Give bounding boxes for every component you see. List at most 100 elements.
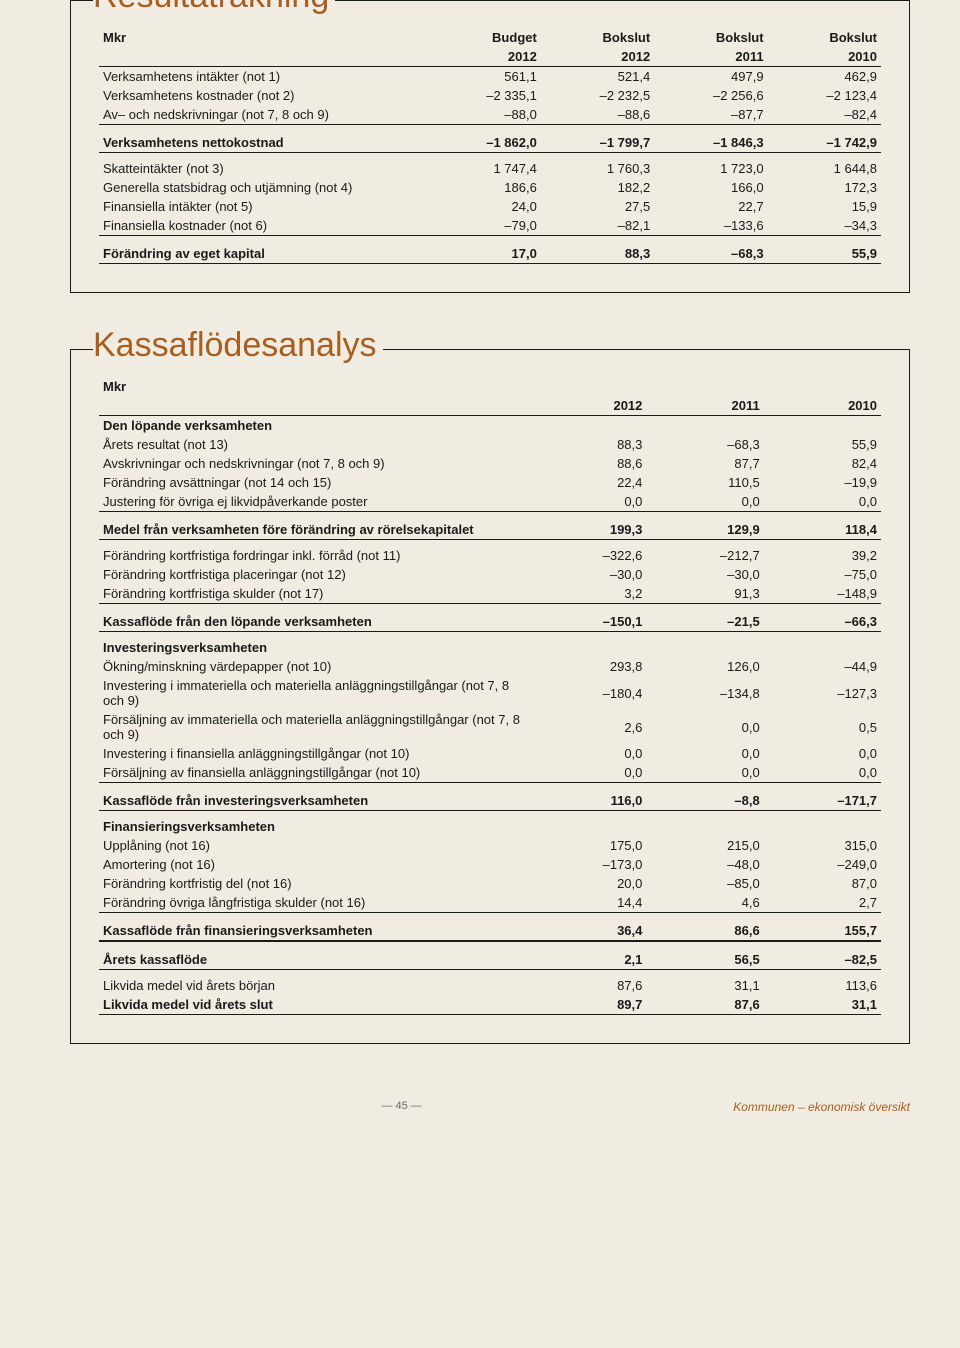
table-row: Förändring övriga långfristiga skulder (… [99,893,881,913]
row-label: Generella statsbidrag och utjämning (not… [99,178,427,197]
cell: 462,9 [768,67,881,86]
table-row: Justering för övriga ej likvidpåverkande… [99,492,881,512]
col-year: 2010 [768,47,881,67]
kassa-section: Kassaflödesanalys Mkr 2012 2011 2010 Den… [70,349,910,1044]
cell: –79,0 [427,216,540,236]
cell: 497,9 [654,67,767,86]
cell: 91,3 [646,584,763,604]
cell: –34,3 [768,216,881,236]
row-label: Årets resultat (not 13) [99,435,529,454]
cell: 1 723,0 [654,159,767,178]
cell: 31,1 [646,976,763,995]
row-label: Kassaflöde från investeringsverksamheten [99,783,529,811]
resultat-section: Resultaträkning Mkr Budget Bokslut Boksl… [70,0,910,293]
row-label: Upplåning (not 16) [99,836,529,855]
cell: –8,8 [646,783,763,811]
row-label: Förändring kortfristig del (not 16) [99,874,529,893]
row-label: Försäljning av immateriella och materiel… [99,710,529,744]
row-label: Av– och nedskrivningar (not 7, 8 och 9) [99,105,427,125]
table-row: Investering i immateriella och materiell… [99,676,881,710]
cell: 17,0 [427,236,540,264]
cell: –2 232,5 [541,86,654,105]
table-row: Förändring avsättningar (not 14 och 15)2… [99,473,881,492]
row-label: Förändring kortfristiga placeringar (not… [99,565,529,584]
table-row: Medel från verksamheten före förändring … [99,512,881,540]
cell: 14,4 [529,893,646,913]
table-row: Finansiella kostnader (not 6)–79,0–82,1–… [99,216,881,236]
cell: 88,6 [529,454,646,473]
cell: 20,0 [529,874,646,893]
cell: 82,4 [764,454,881,473]
col-year: 2012 [541,47,654,67]
cell: –127,3 [764,676,881,710]
cell: –148,9 [764,584,881,604]
table-row: Av– och nedskrivningar (not 7, 8 och 9)–… [99,105,881,125]
row-label: Verksamhetens intäkter (not 1) [99,67,427,86]
row-label: Verksamhetens kostnader (not 2) [99,86,427,105]
row-label: Försäljning av finansiella anläggningsti… [99,763,529,783]
resultat-title: Resultaträkning [93,0,335,26]
cell: 3,2 [529,584,646,604]
cell: –82,1 [541,216,654,236]
cell: –133,6 [654,216,767,236]
cell: 116,0 [529,783,646,811]
row-label: Förändring övriga långfristiga skulder (… [99,893,529,913]
cell: –19,9 [764,473,881,492]
footer-section: Kommunen – ekonomisk översikt [733,1100,910,1114]
cell: –171,7 [764,783,881,811]
row-label: Skatteintäkter (not 3) [99,159,427,178]
row-label: Förändring kortfristiga fordringar inkl.… [99,546,529,565]
cell: –212,7 [646,546,763,565]
cell: 126,0 [646,657,763,676]
table-row: Upplåning (not 16)175,0215,0315,0 [99,836,881,855]
cell: 129,9 [646,512,763,540]
cell: 39,2 [764,546,881,565]
cell: 0,0 [646,763,763,783]
cell: 113,6 [764,976,881,995]
cell: 0,0 [764,763,881,783]
cell: –173,0 [529,855,646,874]
col-year: 2010 [764,396,881,416]
unit-label: Mkr [99,28,427,47]
cell: 87,7 [646,454,763,473]
table-row: Kassaflöde från den löpande verksamheten… [99,604,881,632]
cell: 87,6 [529,976,646,995]
row-label: Förändring av eget kapital [99,236,427,264]
table-row: Likvida medel vid årets slut89,787,631,1 [99,995,881,1015]
unit-label: Mkr [99,377,529,396]
cell: 4,6 [646,893,763,913]
cell: 1 760,3 [541,159,654,178]
col-year: 2011 [646,396,763,416]
table-row: Likvida medel vid årets början87,631,111… [99,976,881,995]
cell: 175,0 [529,836,646,855]
cell: 22,7 [654,197,767,216]
cell: 0,0 [764,492,881,512]
cell: 0,0 [646,492,763,512]
table-row: Verksamhetens kostnader (not 2)–2 335,1–… [99,86,881,105]
col-header: Bokslut [654,28,767,47]
table-row: Kassaflöde från investeringsverksamheten… [99,783,881,811]
table-row: Skatteintäkter (not 3)1 747,41 760,31 72… [99,159,881,178]
cell: –2 256,6 [654,86,767,105]
cell: 215,0 [646,836,763,855]
cell: 315,0 [764,836,881,855]
section-heading: Finansieringsverksamheten [99,817,529,836]
page-footer: Kommunen – ekonomisk översikt — 45 — [70,1100,910,1112]
table-row: Kassaflöde från finansieringsverksamhete… [99,913,881,941]
cell: –44,9 [764,657,881,676]
col-year: 2011 [654,47,767,67]
cell: –134,8 [646,676,763,710]
table-row: Finansiella intäkter (not 5)24,027,522,7… [99,197,881,216]
table-row: Avskrivningar och nedskrivningar (not 7,… [99,454,881,473]
cell: 55,9 [768,236,881,264]
cell: –82,5 [764,942,881,970]
cell: –30,0 [646,565,763,584]
cell: 27,5 [541,197,654,216]
cell: 561,1 [427,67,540,86]
resultat-table: Mkr Budget Bokslut Bokslut Bokslut 2012 … [99,28,881,264]
cell: 0,0 [646,744,763,763]
page-number: — 45 — [381,1100,421,1112]
cell: 56,5 [646,942,763,970]
cell: 521,4 [541,67,654,86]
table-row: Förändring kortfristiga skulder (not 17)… [99,584,881,604]
